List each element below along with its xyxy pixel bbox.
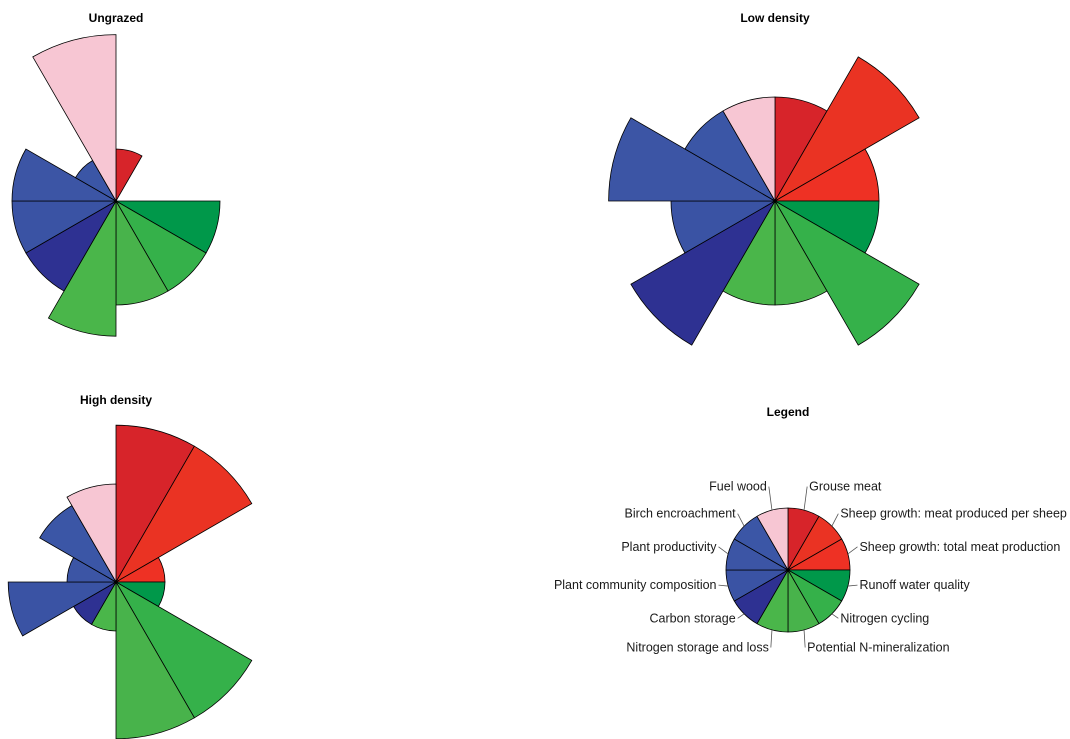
legend-leader-line bbox=[847, 584, 858, 587]
legend-leader-line bbox=[737, 513, 745, 527]
legend-label-sheep-growth-total-meat-production: Sheep growth: total meat production bbox=[859, 540, 1060, 554]
legend-label-nitrogen-cycling: Nitrogen cycling bbox=[840, 611, 929, 625]
sector-plant-community-composition bbox=[7, 581, 118, 637]
sector-grouse-meat bbox=[115, 148, 143, 203]
sector-sheep-growth-meat-produced-per-sheep bbox=[773, 56, 920, 203]
sector-fuel-wood bbox=[32, 34, 117, 203]
sector-fuel-wood bbox=[756, 507, 789, 572]
sector-sheep-growth-meat-produced-per-sheep bbox=[114, 445, 253, 584]
sector-carbon-storage bbox=[630, 199, 777, 346]
sector-fuel-wood bbox=[722, 96, 776, 203]
chart-title: High density bbox=[80, 393, 152, 407]
legend-leader-line bbox=[831, 513, 839, 527]
legend-label-plant-productivity: Plant productivity bbox=[621, 540, 717, 554]
chart-high-density: High density bbox=[7, 393, 253, 739]
legend-label-sheep-growth-meat-produced-per-sheep: Sheep growth: meat produced per sheep bbox=[840, 507, 1067, 521]
legend-leader-line bbox=[847, 546, 858, 555]
legend-leader-line bbox=[737, 613, 745, 619]
legend-label-nitrogen-storage-and-loss: Nitrogen storage and loss bbox=[626, 640, 768, 654]
legend-leader-line bbox=[718, 546, 729, 555]
legend-label-runoff-water-quality: Runoff water quality bbox=[859, 578, 970, 592]
sector-plant-productivity bbox=[11, 148, 118, 202]
legend-leader-line bbox=[803, 629, 806, 648]
legend-leader-line bbox=[768, 486, 773, 511]
legend-label-potential-n-mineralization: Potential N-mineralization bbox=[807, 640, 949, 654]
legend-label-birch-encroachment: Birch encroachment bbox=[624, 507, 736, 521]
chart-low-density: Low density bbox=[608, 11, 920, 346]
legend-leader-line bbox=[770, 629, 773, 648]
legend-label-carbon-storage: Carbon storage bbox=[649, 611, 735, 625]
sector-plant-productivity bbox=[608, 117, 777, 202]
sector-nitrogen-cycling bbox=[773, 199, 920, 346]
chart-ungrazed: Ungrazed bbox=[11, 11, 221, 337]
chart-title: Low density bbox=[740, 11, 810, 25]
chart-title: Legend bbox=[767, 405, 810, 419]
legend-leader-line bbox=[831, 613, 839, 619]
legend-label-fuel-wood: Fuel wood bbox=[709, 480, 767, 494]
chart-title: Ungrazed bbox=[89, 11, 144, 25]
sector-fuel-wood bbox=[66, 483, 117, 584]
legend-leader-line bbox=[803, 486, 808, 511]
legend-label-plant-community-composition: Plant community composition bbox=[554, 578, 717, 592]
legend-label-grouse-meat: Grouse meat bbox=[809, 480, 882, 494]
sector-nitrogen-storage-and-loss bbox=[47, 199, 117, 337]
chart-legend: Legend Grouse meat Sheep growth: meat prod… bbox=[554, 405, 1067, 654]
legend-leader-line bbox=[718, 584, 729, 587]
